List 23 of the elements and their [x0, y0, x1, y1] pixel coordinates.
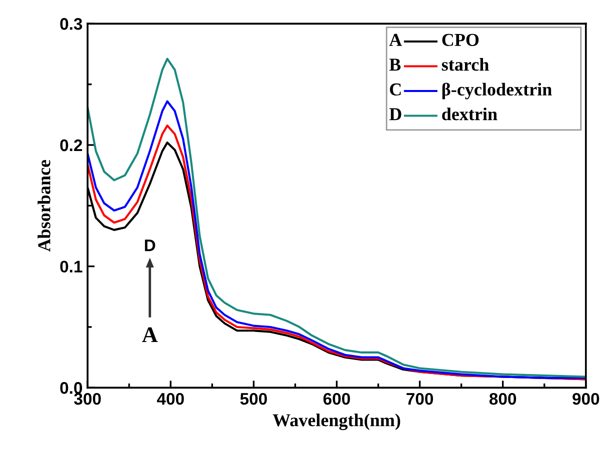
- x-tick-label: 300: [74, 392, 101, 405]
- legend-label: CPO: [442, 34, 479, 46]
- y-tick-label: 0.2: [60, 139, 82, 152]
- legend-label: dextrin: [442, 108, 498, 120]
- x-tick-label: 700: [406, 392, 433, 405]
- annotation: A: [142, 327, 158, 342]
- annotation: D: [389, 108, 402, 120]
- y-axis-title: Absorbance: [38, 160, 50, 252]
- annotation: C: [390, 83, 401, 96]
- y-tick-label: 0.0: [60, 382, 82, 394]
- annotation: A: [389, 34, 402, 46]
- y-tick-label: 0.1: [60, 260, 82, 273]
- x-tick-label: 400: [156, 392, 184, 405]
- legend-label: starch: [442, 58, 489, 71]
- annotation: B: [389, 58, 401, 71]
- x-tick-label: 600: [323, 392, 350, 405]
- y-tick-label: 0.3: [60, 18, 82, 30]
- x-axis-title: Wavelength(nm): [272, 414, 400, 430]
- annotation: D: [144, 240, 156, 252]
- x-tick-label: 800: [489, 392, 516, 405]
- x-tick-label: 500: [240, 392, 267, 405]
- x-tick-label: 900: [572, 392, 600, 405]
- legend-label: β-cyclodextrin: [442, 82, 552, 100]
